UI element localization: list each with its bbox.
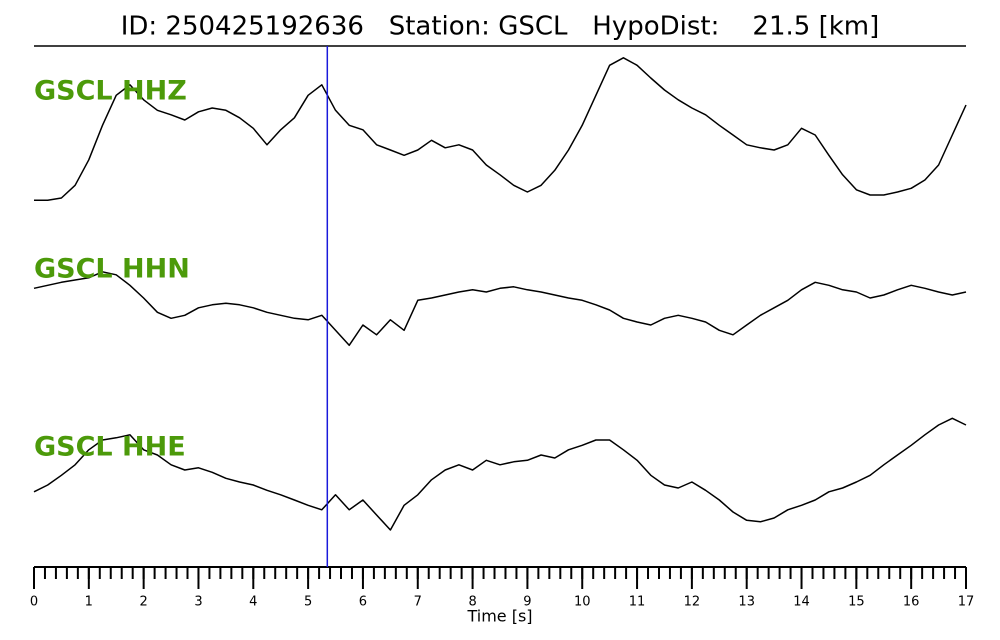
x-tick-label: 3 xyxy=(194,595,202,610)
trace-label: GSCL HHZ xyxy=(34,76,187,107)
x-tick-label: 1 xyxy=(85,595,93,610)
trace xyxy=(34,57,967,202)
x-tick-label: 8 xyxy=(468,595,476,610)
trace xyxy=(33,417,967,531)
chart-title: ID: 250425192636 Station: GSCL HypoDist:… xyxy=(121,12,880,42)
x-tick-label: 13 xyxy=(738,595,755,610)
x-tick-label: 15 xyxy=(848,595,865,610)
x-tick-label: 11 xyxy=(629,595,646,610)
x-tick-label: 10 xyxy=(574,595,591,610)
x-tick-label: 16 xyxy=(903,595,920,610)
x-tick-label: 17 xyxy=(958,595,975,610)
x-tick-label: 12 xyxy=(684,595,701,610)
x-tick-label: 4 xyxy=(249,595,257,610)
x-tick-label: 14 xyxy=(793,595,810,610)
x-tick-label: 9 xyxy=(523,595,531,610)
x-tick-label: 2 xyxy=(140,595,148,610)
x-tick-label: 5 xyxy=(304,595,312,610)
x-tick-label: 0 xyxy=(30,595,38,610)
trace-label: GSCL HHN xyxy=(34,254,190,285)
trace xyxy=(33,271,967,347)
x-tick-label: 6 xyxy=(359,595,367,610)
x-axis-label: Time [s] xyxy=(466,607,532,626)
x-tick-label: 7 xyxy=(414,595,422,610)
trace-label: GSCL HHE xyxy=(34,432,186,463)
